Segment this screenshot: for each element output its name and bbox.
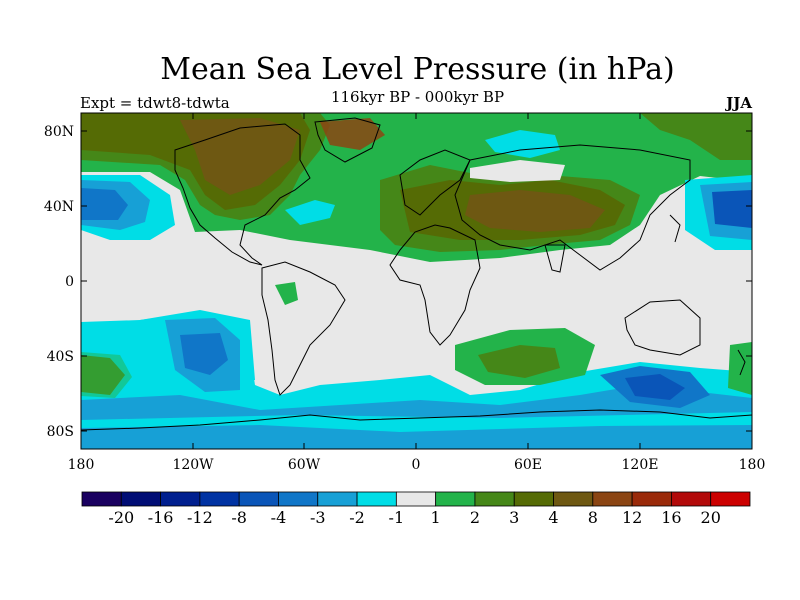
colorbar-label: 3 — [509, 508, 519, 527]
lon-label: 120W — [172, 457, 214, 473]
colorbar-label: -16 — [148, 508, 174, 527]
neutral-arctic — [470, 160, 565, 182]
lat-label: 80S — [47, 424, 74, 440]
positive-anomaly-spac-west-2 — [81, 352, 132, 398]
colorbar-label: -8 — [231, 508, 247, 527]
colorbar-swatch — [592, 491, 633, 507]
colorbar-swatch — [474, 491, 515, 507]
colorbar-label: -4 — [271, 508, 287, 527]
positive-anomaly-sindian-3 — [478, 345, 560, 378]
colorbar-label: -2 — [349, 508, 365, 527]
colorbar-swatch — [120, 491, 161, 507]
coastlines — [81, 117, 752, 431]
colorbar-swatch — [317, 491, 358, 507]
positive-anomaly-greenland-12 — [320, 118, 385, 150]
longitude-axis: 180 120W 60W 0 60E 120E 180 — [68, 113, 766, 473]
colorbar-label: 1 — [431, 508, 441, 527]
colorbar-label: -12 — [187, 508, 213, 527]
negative-anomaly-southern-ocean-3 — [625, 374, 685, 400]
positive-anomaly-pacific-north — [640, 113, 752, 160]
negative-anomaly-arctic — [485, 130, 560, 158]
colorbar-label: 8 — [588, 508, 598, 527]
positive-anomaly-asia-8 — [465, 190, 605, 232]
colorbar-swatch — [160, 491, 201, 507]
colorbar-swatch — [278, 491, 319, 507]
colorbar-label: -3 — [310, 508, 326, 527]
lon-label: 60W — [288, 457, 321, 473]
lon-label: 180 — [739, 457, 766, 473]
experiment-label: Expt = tdwt8-tdwta — [80, 94, 230, 112]
colorbar-swatch — [631, 491, 672, 507]
colorbar-swatch — [81, 491, 122, 507]
negative-anomaly-antarctic-2 — [81, 425, 752, 449]
colorbar-swatch — [710, 491, 751, 507]
lat-label: 0 — [65, 274, 74, 290]
chart-subtitle: 116kyr BP - 000kyr BP — [330, 88, 505, 106]
lat-label: 40S — [47, 349, 74, 365]
colorbar-swatch — [356, 491, 397, 507]
negative-anomaly-npacific-east-3 — [712, 190, 752, 228]
lon-label: 60E — [514, 457, 542, 473]
colorbar-label: 20 — [701, 508, 721, 527]
season-label: JJA — [726, 94, 752, 112]
colorbar-swatch — [199, 491, 240, 507]
colorbar-label: 16 — [661, 508, 681, 527]
colorbar-swatch — [553, 491, 594, 507]
colorbar-label: 12 — [622, 508, 642, 527]
negative-anomaly-south-3 — [180, 333, 228, 375]
colorbar-swatch — [671, 491, 712, 507]
lon-label: 120E — [622, 457, 659, 473]
positive-anomaly-spac-east — [728, 342, 752, 395]
colorbar-swatch — [395, 491, 437, 507]
colorbar-swatch — [513, 491, 554, 507]
latitude-axis: 80N 40N 0 40S 80S — [44, 124, 752, 440]
negative-anomaly-natlantic — [285, 200, 335, 225]
positive-anomaly-north-8 — [180, 118, 300, 195]
map-field — [81, 113, 752, 449]
chart-title: Mean Sea Level Pressure (in hPa) — [160, 52, 675, 87]
positive-anomaly-samerica — [275, 282, 298, 305]
negative-anomaly-npacific-west-3 — [81, 188, 128, 220]
colorbar-label: -20 — [108, 508, 134, 527]
lat-label: 40N — [44, 199, 74, 215]
colorbar: -20 -16 -12 -8 -4 -3 -2 -1 1 2 3 4 8 12 16 20 — [81, 491, 751, 527]
colorbar-label: 2 — [470, 508, 480, 527]
colorbar-swatch — [435, 491, 476, 507]
colorbar-swatch — [238, 491, 279, 507]
lon-label: 0 — [412, 457, 421, 473]
lon-label: 180 — [68, 457, 95, 473]
colorbar-label: -1 — [389, 508, 405, 527]
colorbar-label: 4 — [548, 508, 558, 527]
lat-label: 80N — [44, 124, 74, 140]
